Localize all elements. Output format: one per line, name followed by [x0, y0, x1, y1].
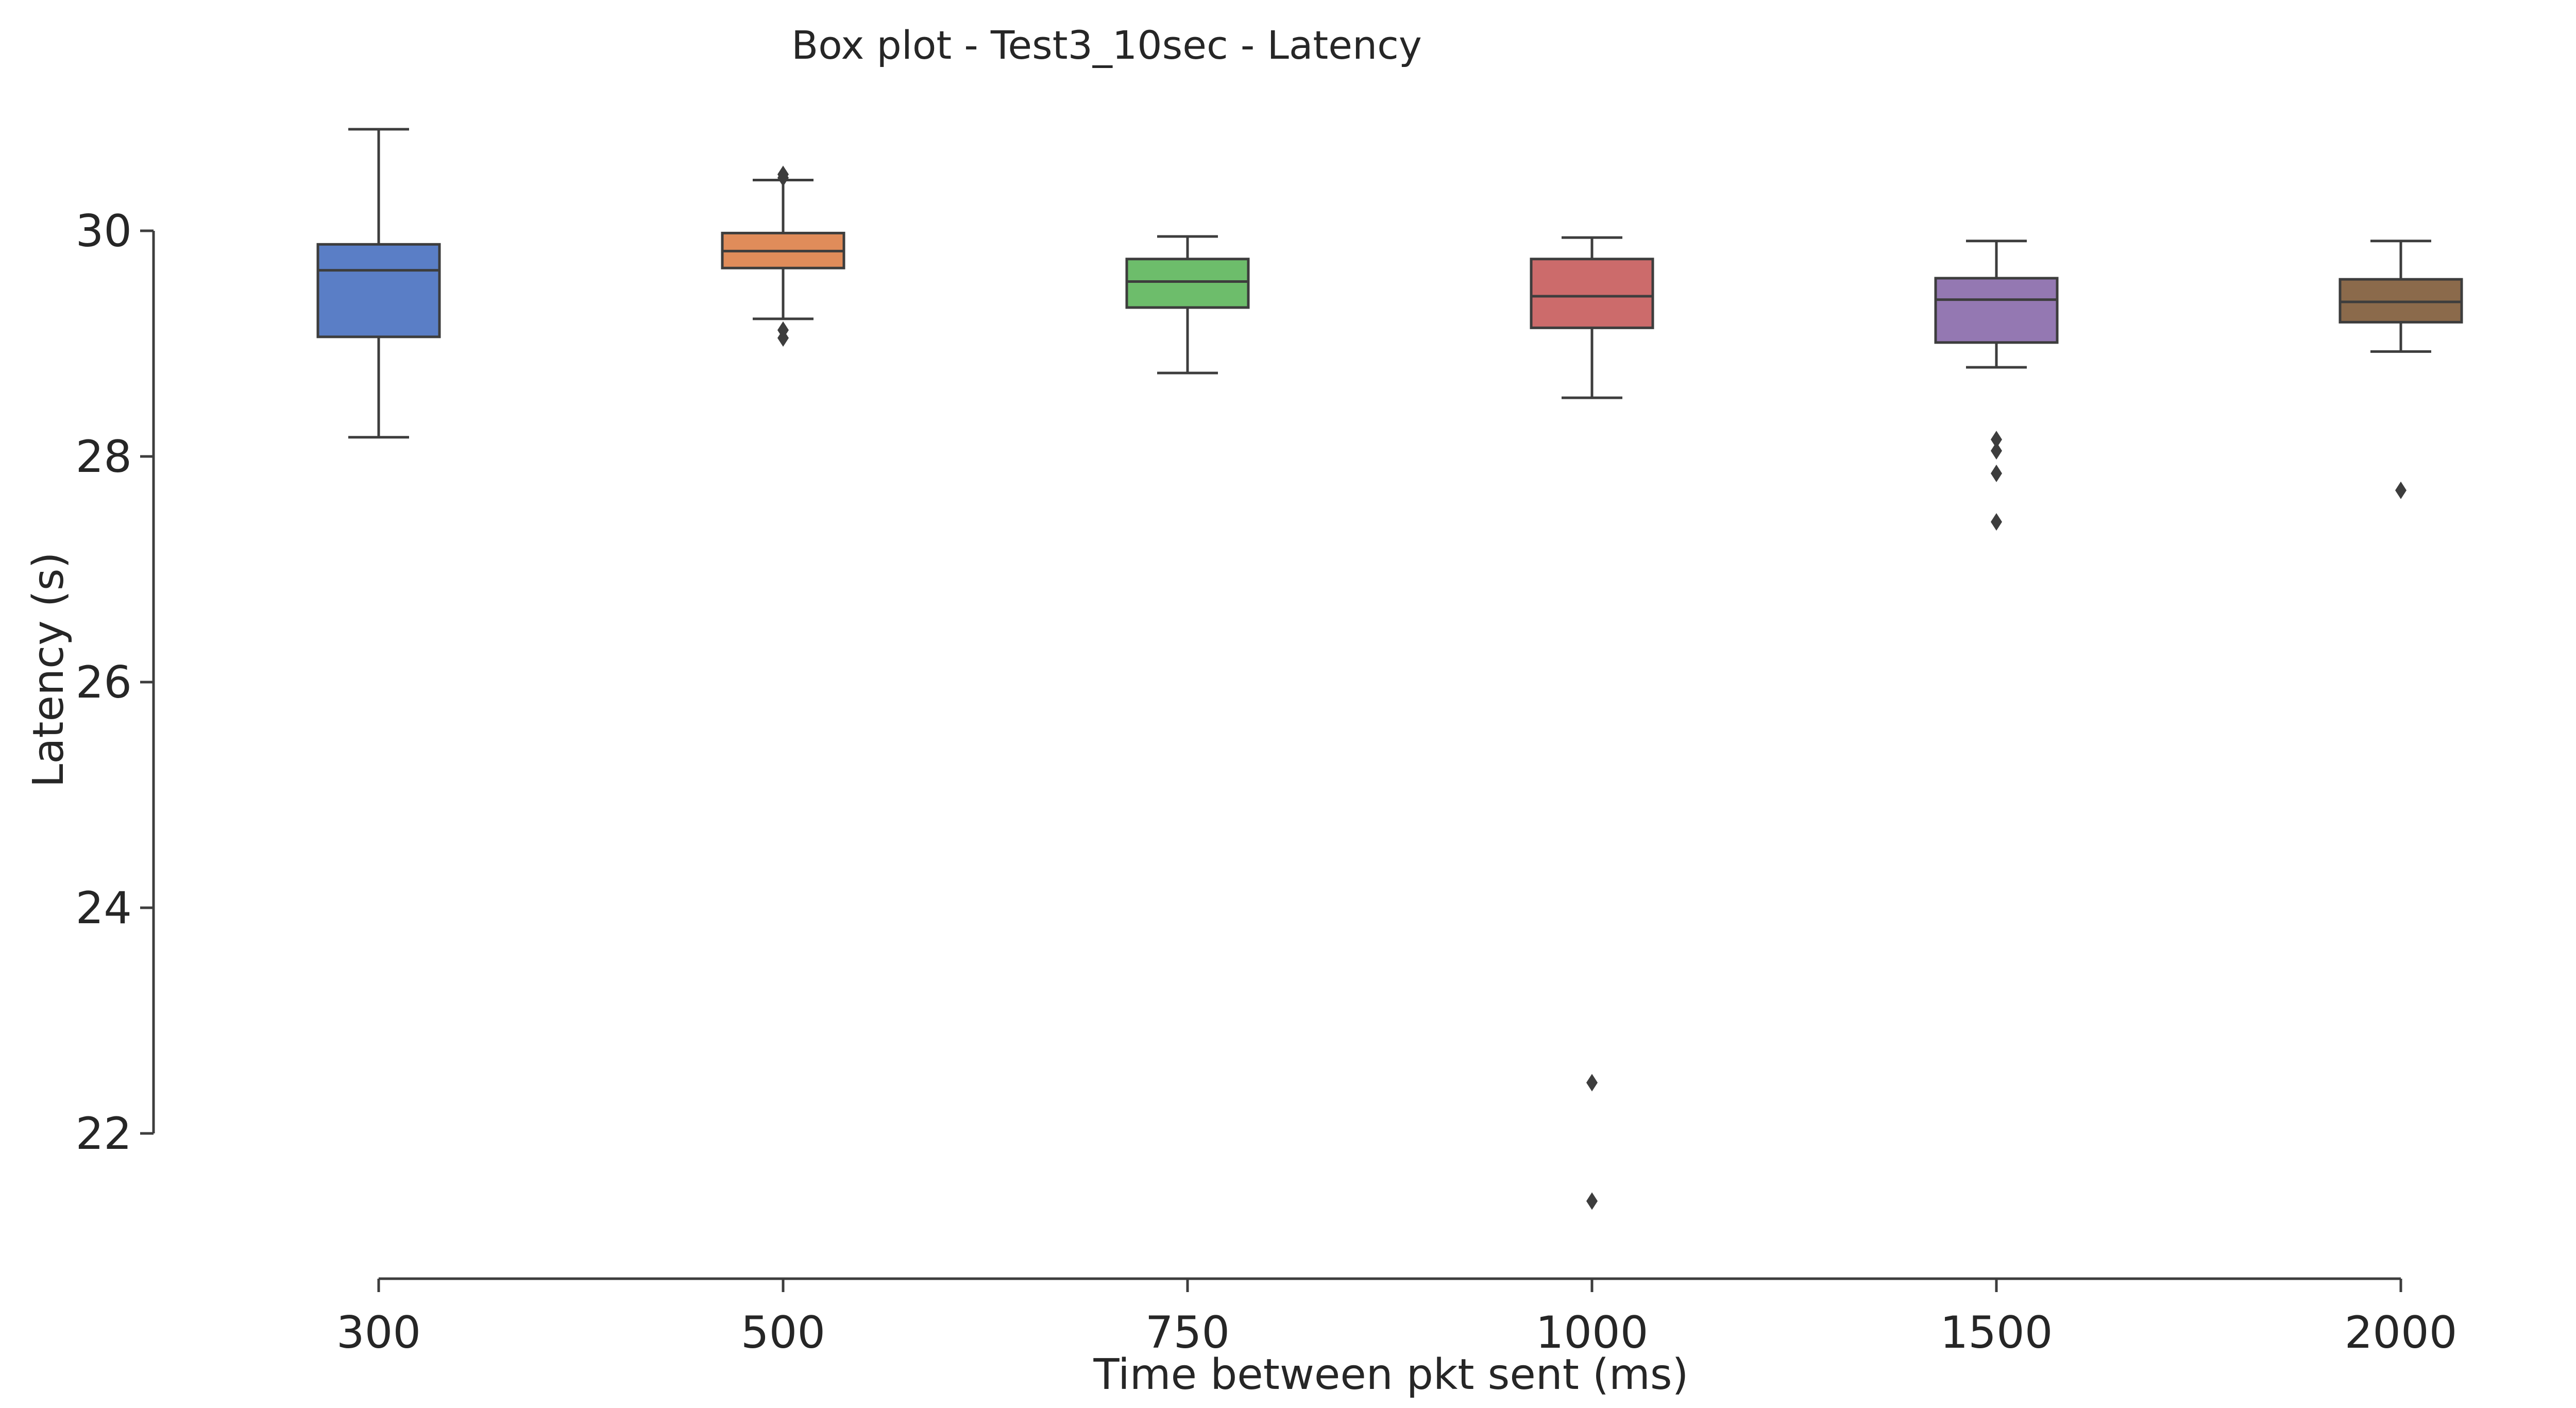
outlier-point: [1991, 464, 2002, 482]
box-iqr: [1934, 277, 2059, 344]
x-tick-label: 750: [1145, 1307, 1230, 1359]
box-group: [1530, 236, 1654, 1210]
outlier-point: [1586, 1074, 1598, 1092]
chart-title: Box plot - Test3_10sec - Latency: [791, 22, 1422, 68]
box-group: [2338, 240, 2463, 499]
x-tick-label: 300: [336, 1307, 421, 1359]
y-tick-label: 30: [76, 206, 132, 257]
x-tick-label: 1500: [1940, 1307, 2053, 1359]
box-group: [1125, 235, 1250, 375]
outlier-point: [777, 321, 789, 339]
box-group: [316, 128, 441, 439]
x-axis-label: Time between pkt sent (ms): [1093, 1350, 1688, 1399]
outlier-point: [1991, 442, 2002, 460]
outlier-point: [2395, 481, 2406, 499]
outlier-point: [777, 165, 789, 183]
y-tick-label: 22: [76, 1108, 132, 1160]
box-iqr: [1125, 258, 1250, 309]
box-iqr: [316, 243, 441, 338]
x-tick-label: 500: [741, 1307, 825, 1359]
x-tick-label: 1000: [1536, 1307, 1649, 1359]
y-tick-label: 26: [76, 657, 132, 708]
outlier-point: [1586, 1192, 1598, 1210]
outlier-point: [1991, 431, 2002, 449]
x-tick-label: 2000: [2345, 1307, 2458, 1359]
y-tick-label: 24: [76, 883, 132, 934]
box-group: [1934, 240, 2059, 531]
y-axis-label: Latency (s): [24, 552, 73, 788]
outlier-point: [1991, 513, 2002, 531]
box-group: [721, 165, 845, 347]
box-iqr: [1530, 258, 1654, 329]
y-tick-label: 28: [76, 431, 132, 483]
